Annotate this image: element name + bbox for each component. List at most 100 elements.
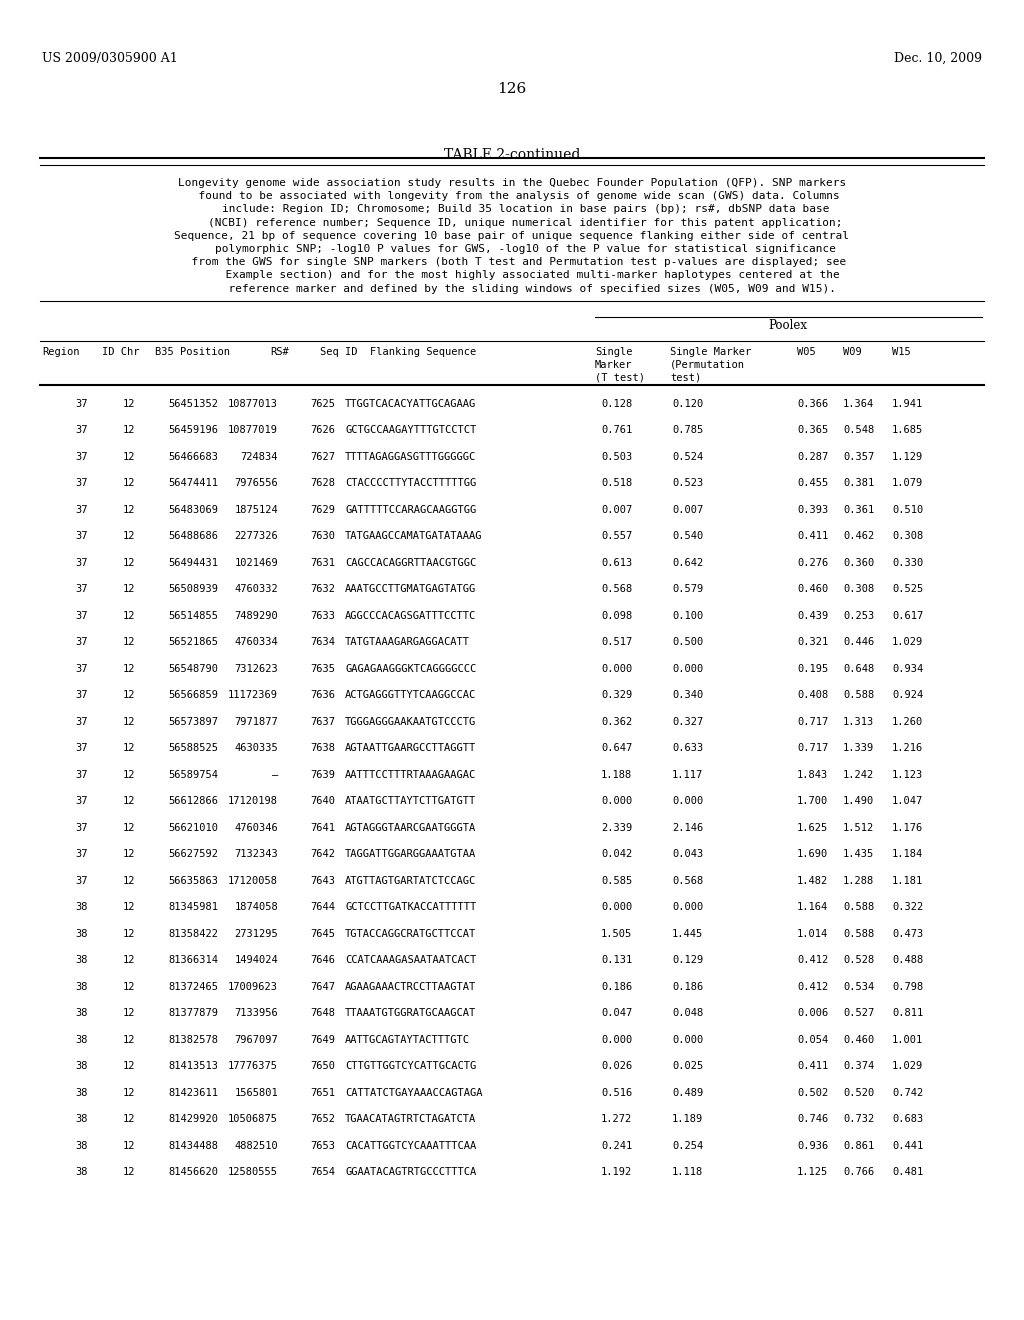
Text: Flanking Sequence: Flanking Sequence (370, 347, 476, 356)
Text: TGGGAGGGAAKAATGTCCCTG: TGGGAGGGAAKAATGTCCCTG (345, 717, 476, 727)
Text: 7643: 7643 (310, 875, 335, 886)
Text: 0.128: 0.128 (601, 399, 632, 409)
Text: 12580555: 12580555 (228, 1167, 278, 1177)
Text: 1565801: 1565801 (234, 1088, 278, 1098)
Text: 17120198: 17120198 (228, 796, 278, 807)
Text: (Permutation: (Permutation (670, 360, 745, 370)
Text: 0.253: 0.253 (843, 611, 874, 620)
Text: 56474411: 56474411 (168, 478, 218, 488)
Text: 0.732: 0.732 (843, 1114, 874, 1125)
Text: W15: W15 (892, 347, 910, 356)
Text: GAGAGAAGGGKTCAGGGGCCC: GAGAGAAGGGKTCAGGGGCCC (345, 664, 476, 673)
Text: 0.439: 0.439 (797, 611, 828, 620)
Text: 0.195: 0.195 (797, 664, 828, 673)
Text: 38: 38 (76, 982, 88, 991)
Text: 1.288: 1.288 (843, 875, 874, 886)
Text: 56627592: 56627592 (168, 849, 218, 859)
Text: 0.761: 0.761 (601, 425, 632, 436)
Text: 12: 12 (123, 425, 135, 436)
Text: 1.216: 1.216 (892, 743, 924, 754)
Text: 12: 12 (123, 1140, 135, 1151)
Text: 7654: 7654 (310, 1167, 335, 1177)
Text: 1.941: 1.941 (892, 399, 924, 409)
Text: TTTTAGAGGASGTTTGGGGGC: TTTTAGAGGASGTTTGGGGGC (345, 451, 476, 462)
Text: 12: 12 (123, 796, 135, 807)
Text: CAGCCACAGGRTTAACGTGGC: CAGCCACAGGRTTAACGTGGC (345, 558, 476, 568)
Text: 1.181: 1.181 (892, 875, 924, 886)
Text: 1875124: 1875124 (234, 504, 278, 515)
Text: 1.118: 1.118 (672, 1167, 703, 1177)
Text: CACATTGGTCYCAAATTTCAA: CACATTGGTCYCAAATTTCAA (345, 1140, 476, 1151)
Text: 37: 37 (76, 585, 88, 594)
Text: 7627: 7627 (310, 451, 335, 462)
Text: 1.117: 1.117 (672, 770, 703, 780)
Text: 56466683: 56466683 (168, 451, 218, 462)
Text: 0.568: 0.568 (672, 875, 703, 886)
Text: 0.934: 0.934 (892, 664, 924, 673)
Text: 1.192: 1.192 (601, 1167, 632, 1177)
Text: 0.557: 0.557 (601, 531, 632, 541)
Text: AGTAGGGTAARCGAATGGGTA: AGTAGGGTAARCGAATGGGTA (345, 822, 476, 833)
Text: 1.260: 1.260 (892, 717, 924, 727)
Text: 0.516: 0.516 (601, 1088, 632, 1098)
Text: 81429920: 81429920 (168, 1114, 218, 1125)
Text: 0.473: 0.473 (892, 929, 924, 939)
Text: 4882510: 4882510 (234, 1140, 278, 1151)
Text: 56566859: 56566859 (168, 690, 218, 701)
Text: 1.313: 1.313 (843, 717, 874, 727)
Text: 1.625: 1.625 (797, 822, 828, 833)
Text: (NCBI) reference number; Sequence ID, unique numerical identifier for this paten: (NCBI) reference number; Sequence ID, un… (181, 218, 843, 227)
Text: 7649: 7649 (310, 1035, 335, 1045)
Text: 12: 12 (123, 1061, 135, 1072)
Text: 0.120: 0.120 (672, 399, 703, 409)
Text: 0.000: 0.000 (601, 1035, 632, 1045)
Text: Single: Single (595, 347, 633, 356)
Text: 0.408: 0.408 (797, 690, 828, 701)
Text: 0.308: 0.308 (892, 531, 924, 541)
Text: 37: 37 (76, 451, 88, 462)
Text: 12: 12 (123, 1035, 135, 1045)
Text: 37: 37 (76, 770, 88, 780)
Text: 1021469: 1021469 (234, 558, 278, 568)
Text: 0.129: 0.129 (672, 956, 703, 965)
Text: 0.254: 0.254 (672, 1140, 703, 1151)
Text: RS#: RS# (270, 347, 289, 356)
Text: 56635863: 56635863 (168, 875, 218, 886)
Text: 0.717: 0.717 (797, 717, 828, 727)
Text: 37: 37 (76, 611, 88, 620)
Text: 0.322: 0.322 (892, 903, 924, 912)
Text: 12: 12 (123, 743, 135, 754)
Text: 56548790: 56548790 (168, 664, 218, 673)
Text: 0.186: 0.186 (672, 982, 703, 991)
Text: 81456620: 81456620 (168, 1167, 218, 1177)
Text: 0.924: 0.924 (892, 690, 924, 701)
Text: 0.568: 0.568 (601, 585, 632, 594)
Text: 7647: 7647 (310, 982, 335, 991)
Text: 0.308: 0.308 (843, 585, 874, 594)
Text: 0.412: 0.412 (797, 956, 828, 965)
Text: 0.000: 0.000 (672, 796, 703, 807)
Text: 37: 37 (76, 558, 88, 568)
Text: 37: 37 (76, 743, 88, 754)
Text: 0.357: 0.357 (843, 451, 874, 462)
Text: 56589754: 56589754 (168, 770, 218, 780)
Text: 0.007: 0.007 (601, 504, 632, 515)
Text: 4630335: 4630335 (234, 743, 278, 754)
Text: 37: 37 (76, 478, 88, 488)
Text: 7489290: 7489290 (234, 611, 278, 620)
Text: 7644: 7644 (310, 903, 335, 912)
Text: Seq ID: Seq ID (319, 347, 357, 356)
Text: 12: 12 (123, 1008, 135, 1018)
Text: TABLE 2-continued: TABLE 2-continued (443, 148, 581, 162)
Text: 0.365: 0.365 (797, 425, 828, 436)
Text: 1.014: 1.014 (797, 929, 828, 939)
Text: 7132343: 7132343 (234, 849, 278, 859)
Text: 0.340: 0.340 (672, 690, 703, 701)
Text: 56488686: 56488686 (168, 531, 218, 541)
Text: 38: 38 (76, 1088, 88, 1098)
Text: 0.042: 0.042 (601, 849, 632, 859)
Text: 7967097: 7967097 (234, 1035, 278, 1045)
Text: 1.189: 1.189 (672, 1114, 703, 1125)
Text: 12: 12 (123, 638, 135, 647)
Text: 0.642: 0.642 (672, 558, 703, 568)
